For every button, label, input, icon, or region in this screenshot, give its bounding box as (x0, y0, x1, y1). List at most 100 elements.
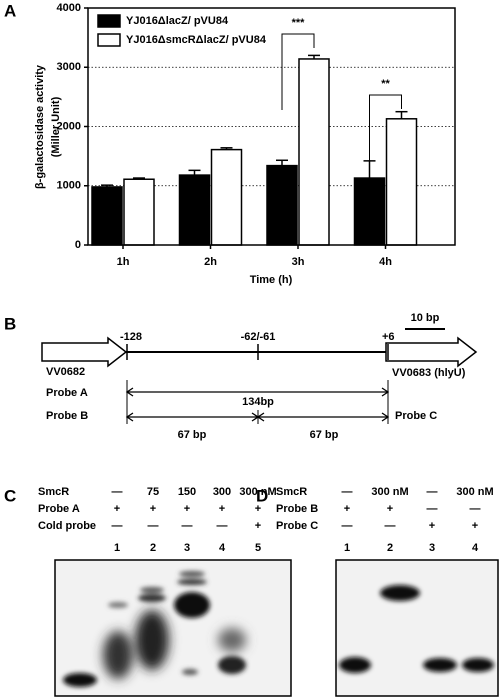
lane-condition: 300 nM (456, 486, 493, 498)
promoter-diagram: B 10 bp -128 -62/-61 +6 VV0682 VV0683 (h… (4, 312, 478, 441)
gel-c (54, 559, 292, 697)
legend-swatch (97, 33, 121, 47)
lane-number: 3 (184, 542, 190, 554)
lane-number: 1 (344, 542, 350, 554)
x-tick-label: 4h (379, 256, 392, 268)
significance-bracket (369, 94, 402, 175)
bar (210, 148, 243, 246)
lane-condition: 75 (147, 486, 159, 498)
gel-frame (335, 559, 499, 697)
panel-label: B (4, 314, 16, 333)
lane-condition: 300 (213, 486, 231, 498)
row-label: Probe B (276, 503, 318, 515)
lane-condition: + (114, 503, 120, 515)
probe-label: Probe C (395, 410, 437, 422)
row-label: Cold probe (38, 520, 96, 532)
gel-labels: C SmcR — 75 150 300 300 nM Probe A + + + + + Cold pro… (4, 486, 277, 554)
y-tick-label: 2000 (57, 120, 81, 132)
x-tick-label: 1h (117, 256, 130, 268)
lane-condition: — (342, 520, 353, 532)
lane-condition: — (112, 486, 123, 498)
y-tick-label: 3000 (57, 61, 81, 73)
lane-condition: — (112, 520, 123, 532)
significance-bracket (281, 33, 315, 110)
error-bar (395, 110, 408, 119)
row-label: SmcR (276, 486, 307, 498)
probe-length: 67 bp (310, 429, 339, 441)
gene-label: VV0682 (46, 366, 85, 378)
row-label: SmcR (38, 486, 69, 498)
lane-number: 3 (429, 542, 435, 554)
lane-condition: — (217, 520, 228, 532)
y-axis-label: β-galactosidase activity (34, 64, 46, 189)
position-label: +6 (382, 331, 395, 343)
legend-label: YJ016ΔsmcRΔlacZ/ pVU84 (126, 34, 267, 46)
lane-condition: — (182, 520, 193, 532)
row-label: Probe A (38, 503, 80, 515)
y-tick-label: 0 (75, 239, 81, 251)
bar (178, 174, 211, 246)
gene-label: VV0683 (hlyU) (392, 367, 466, 379)
error-bar (308, 54, 320, 59)
gel-bands (339, 585, 494, 673)
lane-number: 2 (150, 542, 156, 554)
lane-condition: + (255, 503, 261, 515)
lane-condition: + (184, 503, 190, 515)
lane-condition: + (344, 503, 350, 515)
lane-condition: + (387, 503, 393, 515)
lane-condition: 300 nM (371, 486, 408, 498)
lane-condition: — (427, 503, 438, 515)
y-tick-label: 4000 (57, 2, 81, 14)
gel-frame (54, 559, 292, 697)
position-label: -128 (120, 331, 142, 343)
lane-condition: + (472, 520, 478, 532)
lane-condition: — (342, 486, 353, 498)
lane-number: 4 (219, 542, 226, 554)
lane-condition: — (385, 520, 396, 532)
legend-swatch (97, 14, 121, 28)
error-bar (188, 169, 201, 176)
panel-label: C (4, 486, 16, 505)
panel-label: A (4, 1, 16, 20)
x-tick-label: 2h (204, 256, 217, 268)
gene-arrow (41, 336, 128, 368)
y-axis-label: (Miller Unit) (50, 96, 62, 157)
scale-label: 10 bp (411, 312, 440, 324)
bar (123, 178, 155, 246)
gel-bands (63, 571, 246, 687)
bar (385, 118, 418, 246)
lane-condition: — (427, 486, 438, 498)
significance-label: ** (381, 78, 390, 90)
position-label: -62/-61 (241, 331, 276, 343)
lane-condition: — (148, 520, 159, 532)
lane-condition: + (429, 520, 435, 532)
bar (91, 186, 123, 246)
bar (298, 58, 330, 246)
bar (266, 164, 298, 246)
row-label: Probe C (276, 520, 318, 532)
bar (353, 177, 386, 246)
probe-label: Probe B (46, 410, 88, 422)
lane-condition: + (255, 520, 261, 532)
probe-length: 67 bp (178, 429, 207, 441)
probe-length: 134bp (242, 396, 274, 408)
x-axis-label: Time (h) (250, 274, 293, 286)
error-bar (101, 184, 113, 187)
lane-condition: + (150, 503, 156, 515)
lane-number: 5 (255, 542, 261, 554)
lane-number: 1 (114, 542, 120, 554)
lane-number: 2 (387, 542, 393, 554)
lane-condition: + (219, 503, 225, 515)
probe-arrows (125, 387, 390, 422)
bar-chart: 0 1000 2000 3000 4000 1h 2h 3h 4h YJ016ΔlacZ/ pVU… (57, 2, 456, 268)
lane-condition: 300 nM (239, 486, 276, 498)
panel-label: D (256, 486, 268, 505)
error-bar (133, 177, 145, 180)
legend-label: YJ016ΔlacZ/ pVU84 (126, 15, 229, 27)
y-tick-label: 1000 (57, 180, 81, 192)
gene-arrow (385, 336, 478, 368)
lane-condition: — (470, 503, 481, 515)
x-tick-label: 3h (292, 256, 305, 268)
plot-frame (87, 7, 456, 246)
